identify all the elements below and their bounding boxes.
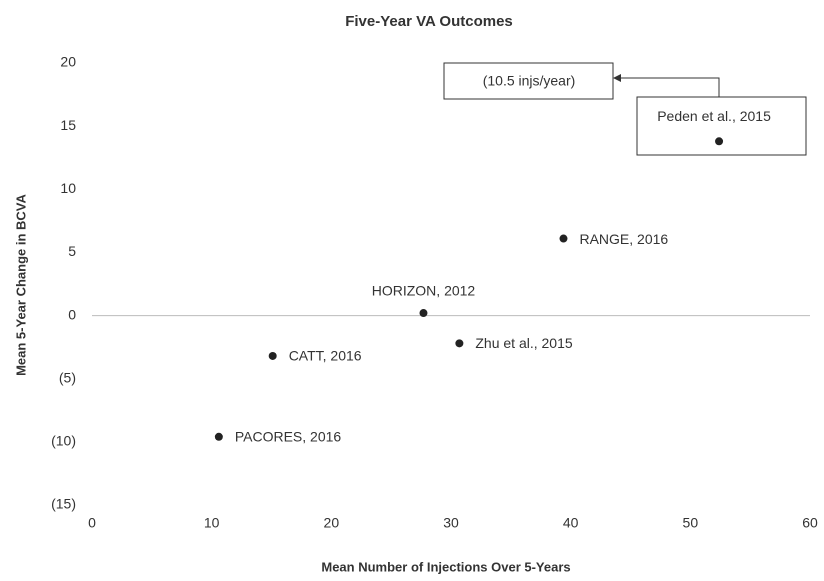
y-tick-label: (5) xyxy=(59,369,76,385)
annotation-box xyxy=(443,62,614,100)
x-tick-label: 40 xyxy=(563,515,579,531)
point xyxy=(268,351,277,360)
arrow xyxy=(620,77,720,97)
x-tick-label: 20 xyxy=(324,515,340,531)
y-tick-label: 20 xyxy=(60,54,76,70)
point xyxy=(455,339,464,348)
y-tick-label: 15 xyxy=(60,117,76,133)
point xyxy=(214,432,223,441)
callout-box xyxy=(636,96,807,156)
y-tick-label: 10 xyxy=(60,180,76,196)
y-tick-label: 0 xyxy=(68,306,76,322)
y-tick-label: 5 xyxy=(68,243,76,259)
point xyxy=(559,234,568,243)
arrow-head xyxy=(613,74,621,82)
point-label: CATT, 2016 xyxy=(289,348,362,364)
annotation: (10.5 injs/year) xyxy=(483,73,576,89)
x-tick-label: 50 xyxy=(683,515,699,531)
x-axis-title: Mean Number of Injections Over 5-Years xyxy=(321,559,570,574)
point-label: Peden et al., 2015 xyxy=(657,108,771,124)
point-label: Zhu et al., 2015 xyxy=(475,335,573,351)
chart-title: Five-Year VA Outcomes xyxy=(345,13,513,30)
point-label: RANGE, 2016 xyxy=(579,231,668,247)
x-tick-label: 30 xyxy=(443,515,459,531)
point-label: HORIZON, 2012 xyxy=(372,283,476,299)
y-axis-title: Mean 5-Year Change in BCVA xyxy=(13,193,28,375)
point xyxy=(419,309,428,318)
y-tick-label: (10) xyxy=(51,433,76,449)
x-tick-label: 10 xyxy=(204,515,220,531)
y-tick-label: (15) xyxy=(51,496,76,512)
x-tick-label: 60 xyxy=(802,515,818,531)
point-label: PACORES, 2016 xyxy=(235,429,342,445)
x-tick-label: 0 xyxy=(88,515,96,531)
point xyxy=(715,137,724,146)
